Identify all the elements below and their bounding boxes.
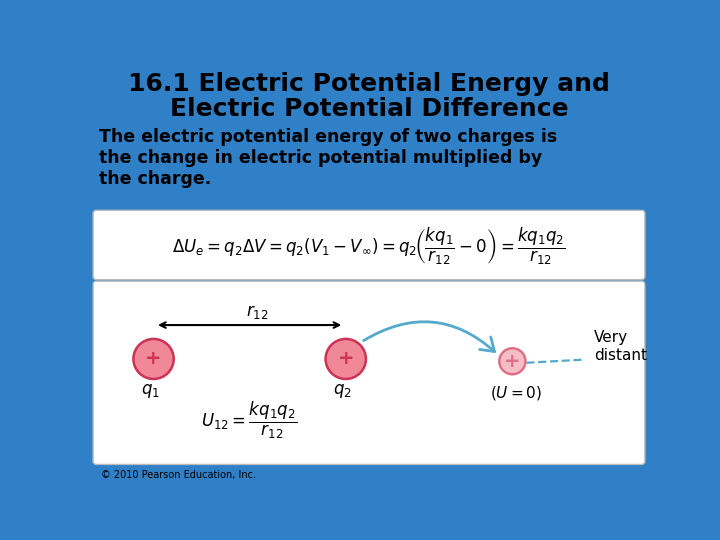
FancyBboxPatch shape xyxy=(93,211,645,280)
Text: Electric Potential Difference: Electric Potential Difference xyxy=(170,97,568,121)
Text: $(U = 0)$: $(U = 0)$ xyxy=(490,384,542,402)
Text: $q_1$: $q_1$ xyxy=(141,382,160,400)
Text: +: + xyxy=(338,349,354,368)
Circle shape xyxy=(133,339,174,379)
Text: © 2010 Pearson Education, Inc.: © 2010 Pearson Education, Inc. xyxy=(101,470,256,480)
Text: $r_{12}$: $r_{12}$ xyxy=(246,303,269,321)
Text: +: + xyxy=(145,349,162,368)
Text: The electric potential energy of two charges is
the change in electric potential: The electric potential energy of two cha… xyxy=(99,128,557,187)
FancyBboxPatch shape xyxy=(93,281,645,464)
Text: +: + xyxy=(504,352,521,371)
Text: 16.1 Electric Potential Energy and: 16.1 Electric Potential Energy and xyxy=(128,72,610,97)
FancyArrowPatch shape xyxy=(364,322,495,352)
Text: $\Delta U_e = q_2\Delta V = q_2(V_1 - V_\infty) = q_2\!\left(\dfrac{kq_1}{r_{12}: $\Delta U_e = q_2\Delta V = q_2(V_1 - V_… xyxy=(172,226,566,267)
Text: Very
distant: Very distant xyxy=(594,330,647,363)
Text: $q_2$: $q_2$ xyxy=(333,382,352,400)
Circle shape xyxy=(325,339,366,379)
Text: $U_{12} = \dfrac{kq_1q_2}{r_{12}}$: $U_{12} = \dfrac{kq_1q_2}{r_{12}}$ xyxy=(201,400,297,441)
Circle shape xyxy=(499,348,526,374)
